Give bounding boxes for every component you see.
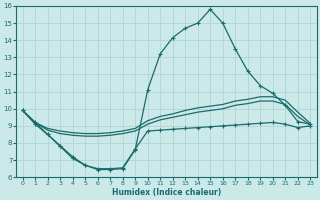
X-axis label: Humidex (Indice chaleur): Humidex (Indice chaleur) [112,188,221,197]
